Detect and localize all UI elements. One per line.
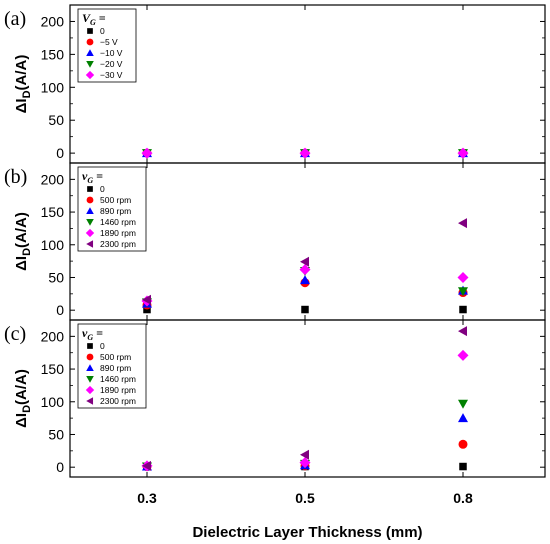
y-tick-label: 150 [41, 204, 65, 220]
data-point [299, 457, 311, 469]
data-point [458, 439, 468, 449]
y-tick-label: 200 [41, 171, 65, 187]
y-axis-title: ΔID(A/A) [13, 212, 33, 271]
legend-marker [86, 364, 94, 372]
x-tick-label: 0.3 [137, 490, 157, 506]
data-point [457, 147, 469, 159]
legend-marker [86, 218, 94, 226]
legend-title: vG = [82, 326, 103, 342]
legend-marker [86, 397, 94, 405]
panel-label: (b) [4, 166, 27, 188]
data-point [141, 147, 153, 159]
legend-label: 0 [100, 341, 105, 351]
legend-marker [86, 375, 94, 383]
data-point [458, 218, 467, 229]
panel-label: (a) [4, 8, 26, 30]
y-tick-label: 50 [48, 269, 64, 285]
data-point [300, 256, 309, 267]
legend-marker [86, 240, 94, 248]
y-tick-label: 100 [41, 394, 65, 410]
legend-marker [87, 343, 93, 349]
legend-label: 1890 rpm [100, 385, 136, 395]
x-tick-label: 0.8 [453, 490, 473, 506]
x-tick-label: 0.5 [295, 490, 315, 506]
legend-title: vG = [82, 169, 103, 185]
y-tick-label: 50 [48, 112, 64, 128]
legend-label: 0 [100, 26, 105, 36]
legend-marker [87, 28, 93, 34]
legend-marker [86, 196, 94, 204]
y-tick-label: 0 [56, 459, 64, 475]
legend-marker [85, 385, 95, 395]
legend-marker [86, 207, 94, 215]
y-tick-label: 50 [48, 426, 64, 442]
y-tick-label: 100 [41, 79, 65, 95]
legend-label: 890 rpm [100, 363, 131, 373]
legend-label: 500 rpm [100, 195, 131, 205]
legend-label: 890 rpm [100, 206, 131, 216]
data-point [457, 349, 469, 361]
data-point [300, 449, 309, 460]
y-tick-label: 200 [41, 13, 65, 29]
legend-marker [86, 60, 94, 68]
data-point [299, 147, 311, 159]
legend-label: 2300 rpm [100, 239, 136, 249]
legend-marker [85, 228, 95, 238]
y-tick-label: 0 [56, 145, 64, 161]
data-point [300, 275, 310, 285]
y-tick-label: 200 [41, 328, 65, 344]
y-tick-label: 100 [41, 237, 65, 253]
legend-marker [87, 186, 93, 192]
panel-label: (c) [4, 323, 26, 345]
data-point [142, 294, 151, 305]
legend-label: 1890 rpm [100, 228, 136, 238]
data-point [299, 264, 311, 276]
legend-box [77, 8, 137, 83]
legend-title: VG = [82, 11, 106, 27]
legend-label: 1460 rpm [100, 217, 136, 227]
y-tick-label: 150 [41, 361, 65, 377]
data-point [458, 326, 467, 337]
legend-label: 0 [100, 184, 105, 194]
y-tick-label: 150 [41, 46, 65, 62]
legend-marker [86, 353, 94, 361]
legend-label: −20 V [100, 59, 123, 69]
legend-label: −30 V [100, 70, 123, 80]
legend-label: −5 V [100, 37, 118, 47]
legend-marker [85, 70, 95, 80]
data-point [142, 460, 151, 471]
y-axis-title: ΔID(A/A) [13, 369, 33, 428]
data-point [458, 287, 468, 297]
y-axis-title: ΔID(A/A) [13, 55, 33, 114]
data-point [459, 305, 467, 314]
legend-marker [86, 49, 94, 57]
legend-label: 2300 rpm [100, 396, 136, 406]
y-tick-label: 0 [56, 302, 64, 318]
data-point [457, 271, 469, 283]
legend-label: −10 V [100, 48, 123, 58]
data-point [459, 462, 467, 471]
legend-marker [86, 38, 94, 46]
panel-frame [69, 319, 546, 478]
data-point [458, 399, 468, 409]
legend-label: 500 rpm [100, 352, 131, 362]
x-axis-title: Dielectric Layer Thickness (mm) [192, 524, 422, 541]
panel-frame [69, 4, 546, 164]
data-point [143, 305, 151, 314]
data-point [301, 305, 309, 314]
legend-label: 1460 rpm [100, 374, 136, 384]
data-point [458, 413, 468, 423]
